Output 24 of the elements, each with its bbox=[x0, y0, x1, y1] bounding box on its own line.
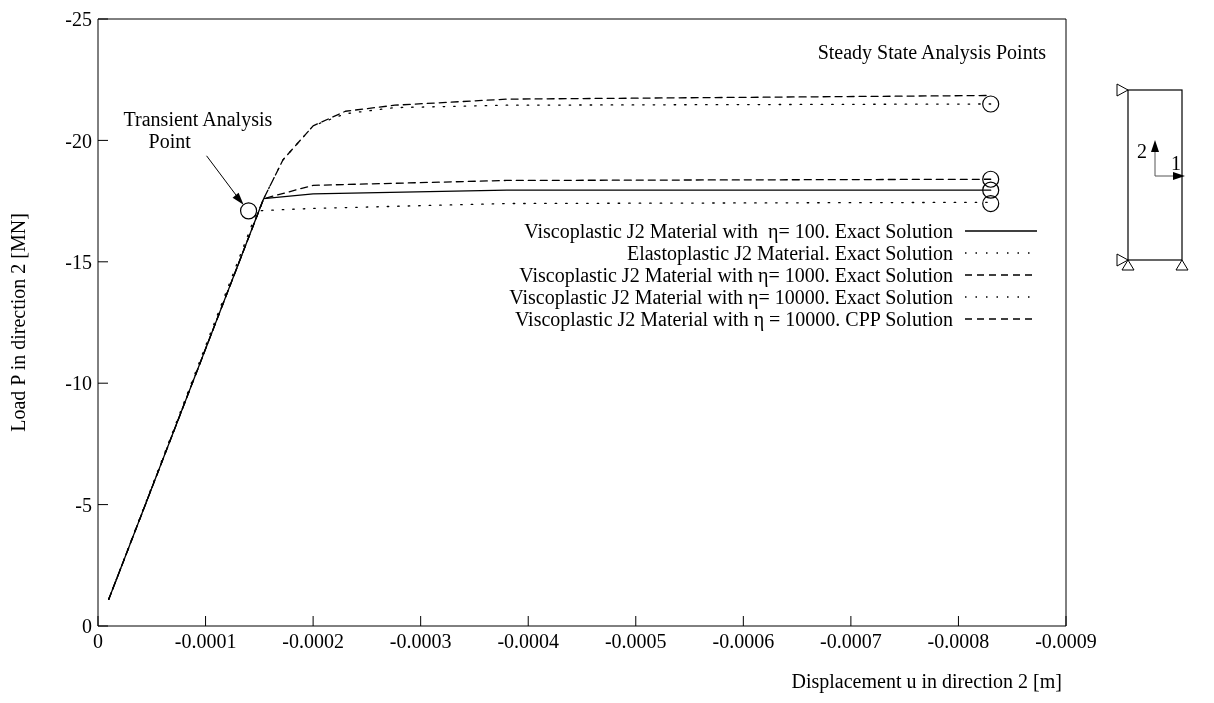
x-tick-label: -0.0009 bbox=[1035, 630, 1097, 653]
annotation: Transient Analysis Point bbox=[123, 107, 273, 152]
y-tick-label: -10 bbox=[65, 372, 92, 395]
legend-label: Viscoplastic J2 Material with η= 100. Exact Solution bbox=[524, 220, 953, 243]
y-tick-label: -15 bbox=[65, 250, 92, 273]
x-tick-label: -0.0002 bbox=[282, 630, 344, 653]
legend-label: Viscoplastic J2 Material with η= 1000. Exact Solution bbox=[519, 264, 953, 287]
legend-label: Viscoplastic J2 Material with η = 10000. CPP Solution bbox=[514, 308, 953, 331]
x-tick-label: -0.0006 bbox=[712, 630, 775, 653]
legend-label: Elastoplastic J2 Material. Exact Solution bbox=[626, 242, 953, 265]
y-axis-title: Load P in direction 2 [MN] bbox=[7, 213, 30, 432]
legend-label: Viscoplastic J2 Material with η= 10000. Exact Solution bbox=[509, 286, 953, 309]
x-tick-label: -0.0003 bbox=[389, 630, 452, 653]
x-axis-title: Displacement u in direction 2 [m] bbox=[791, 670, 1062, 693]
annotation: Steady State Analysis Points bbox=[817, 41, 1047, 64]
x-tick-label: -0.0007 bbox=[820, 630, 882, 653]
y-tick-label: -20 bbox=[65, 129, 92, 152]
y-tick-label: -5 bbox=[75, 493, 92, 516]
x-tick-label: -0.0008 bbox=[927, 630, 990, 653]
y-tick-label: 0 bbox=[82, 615, 92, 638]
y-tick-label: -25 bbox=[65, 8, 92, 31]
x-tick-label: -0.0005 bbox=[604, 630, 667, 653]
x-tick-label: -0.0001 bbox=[174, 630, 237, 653]
x-tick-label: -0.0004 bbox=[497, 630, 560, 653]
